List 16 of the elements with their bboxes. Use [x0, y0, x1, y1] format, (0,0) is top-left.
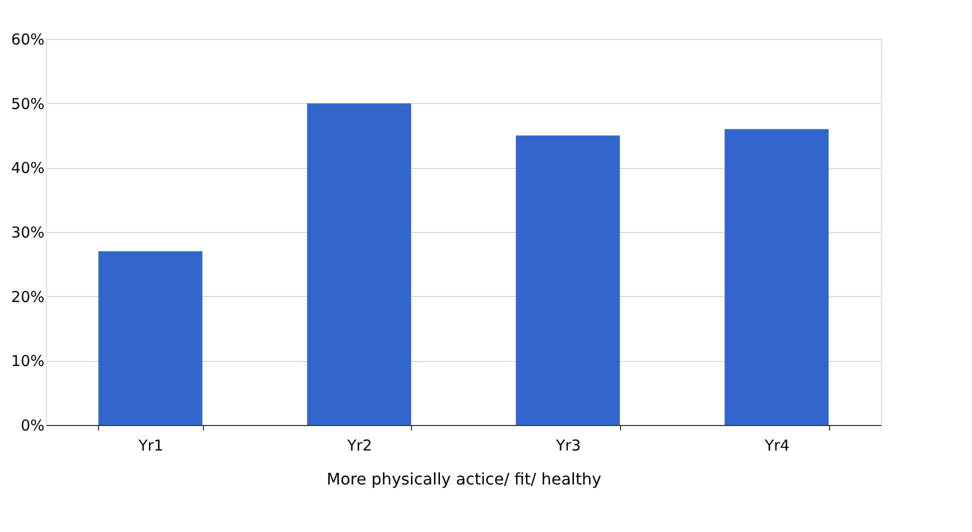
bar — [724, 129, 829, 425]
y-tick-label: 0% — [20, 416, 44, 434]
y-tick-label: 10% — [11, 352, 44, 370]
y-tick-label: 20% — [11, 288, 44, 306]
bar — [307, 103, 412, 425]
y-tick-label: 50% — [11, 94, 44, 113]
x-tick-label: Yr1 — [137, 436, 164, 454]
x-axis-title: More physically actice/ fit/ healthy — [326, 470, 602, 488]
y-tick-label: 40% — [11, 159, 44, 178]
bar — [516, 136, 620, 425]
y-tick-label: 30% — [11, 224, 44, 242]
bar — [98, 251, 202, 425]
x-tick-label: Yr4 — [764, 436, 790, 454]
x-tick-label: Yr2 — [346, 436, 372, 454]
x-tick-label: Yr3 — [554, 436, 581, 454]
y-tick-label: 60% — [11, 30, 44, 48]
